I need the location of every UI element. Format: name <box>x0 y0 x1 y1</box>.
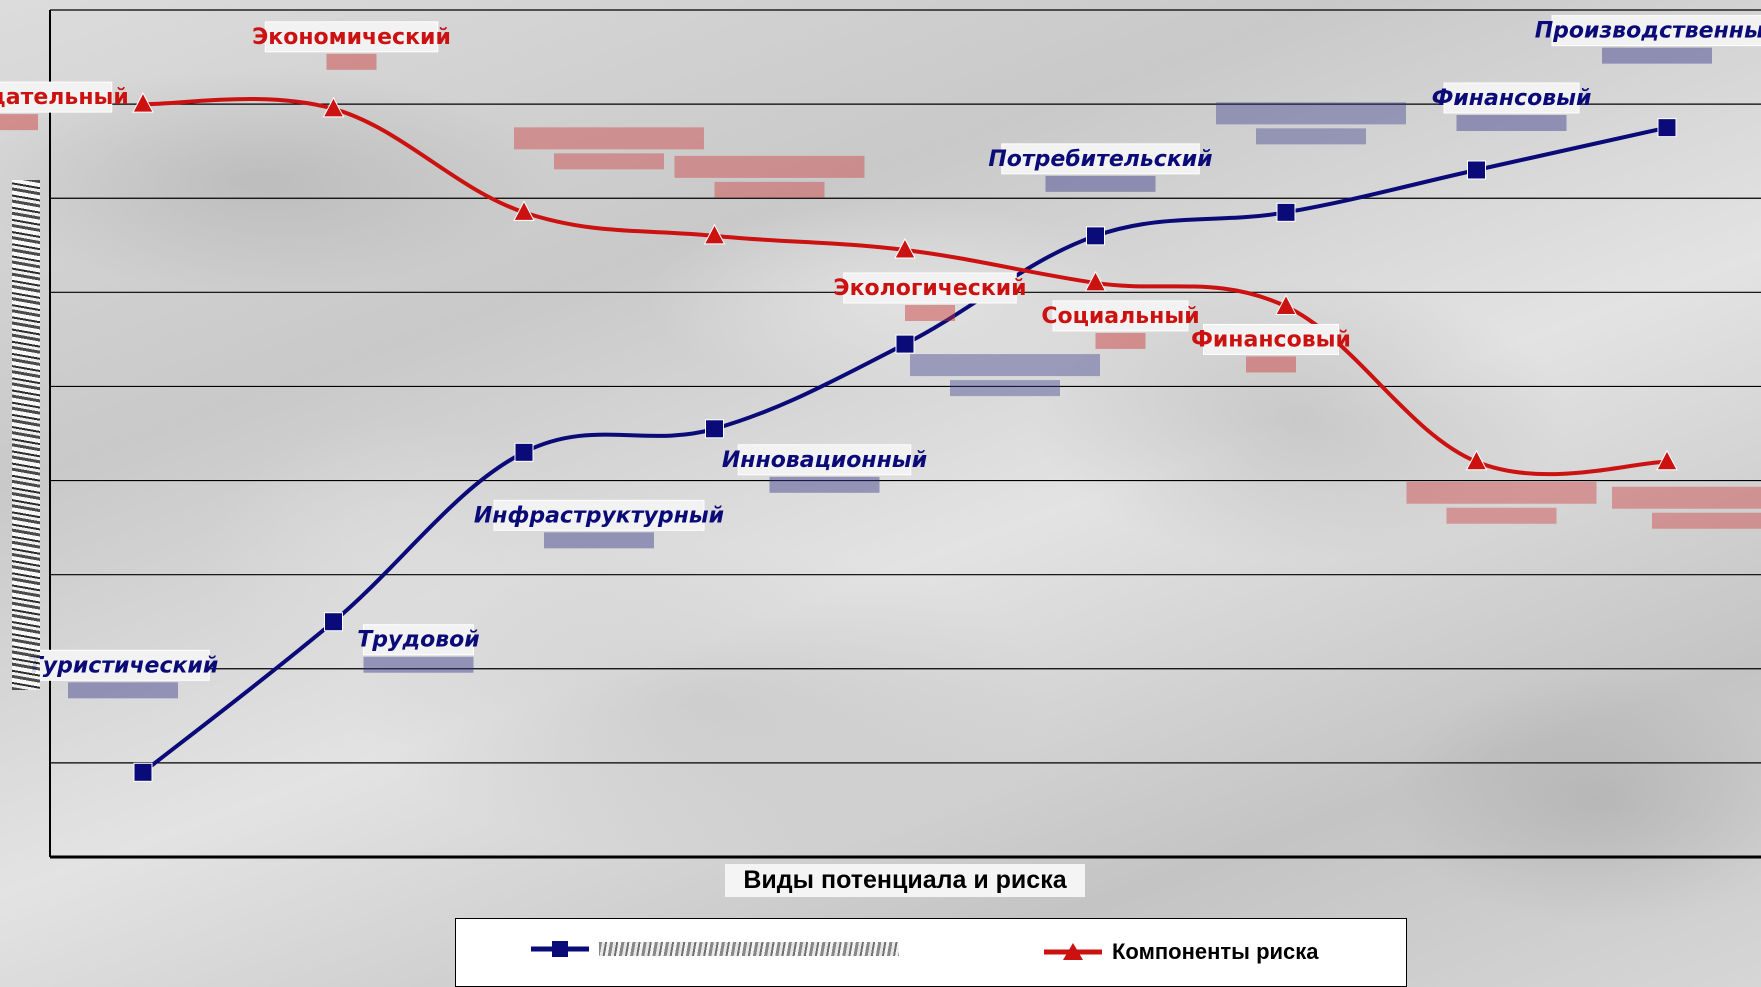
data-label-box <box>843 272 1017 304</box>
square-marker <box>1086 226 1105 246</box>
data-label-box <box>264 21 439 53</box>
data-label-value-obscured <box>714 181 825 198</box>
y-axis-title-obscured <box>12 180 40 690</box>
data-label: Экономический <box>252 25 451 50</box>
data-label-box <box>0 81 113 113</box>
data-label: Потребительский <box>988 147 1212 172</box>
triangle-marker <box>132 92 154 113</box>
square-marker <box>705 419 724 439</box>
data-label: Трудовой <box>357 628 479 653</box>
data-label-box <box>493 499 705 531</box>
data-label-box <box>737 444 912 476</box>
x-axis-title: Виды потенциала и риска <box>725 864 1085 897</box>
data-label-value-obscured <box>1095 332 1146 349</box>
legend-label-risk: Компоненты риска <box>1112 939 1319 964</box>
data-label-obscured <box>514 127 704 150</box>
data-label-obscured <box>1612 486 1761 509</box>
data-label: Туристический <box>28 653 219 678</box>
series-lines <box>141 97 1668 774</box>
data-label-value-obscured <box>1446 507 1557 524</box>
legend-triangle-marker-icon <box>1044 943 1102 960</box>
data-label-box <box>36 649 210 681</box>
square-marker <box>133 762 153 782</box>
legend-item-potential <box>531 939 899 959</box>
data-label-value-obscured <box>769 476 880 493</box>
data-label-box <box>363 624 474 656</box>
data-label-obscured <box>1406 481 1597 504</box>
square-marker <box>514 442 534 462</box>
square-marker <box>1276 202 1296 222</box>
data-label: Законодательный <box>0 85 129 110</box>
triangle-marker <box>1465 449 1488 471</box>
data-label-value-obscured <box>544 532 654 549</box>
legend-square-marker-icon <box>531 941 589 957</box>
legend-item-risk: Компоненты риска <box>1044 939 1319 965</box>
data-label: Финансовый <box>1191 327 1351 352</box>
triangle-marker <box>703 223 726 245</box>
square-marker <box>1657 118 1677 138</box>
square-marker <box>1467 160 1486 180</box>
triangle-marker <box>1275 294 1297 315</box>
triangle-marker <box>894 237 916 259</box>
data-label-value-obscured <box>1652 512 1761 529</box>
data-label-value-obscured <box>905 304 955 321</box>
data-label: Социальный <box>1041 304 1199 329</box>
data-label-value-obscured <box>1602 47 1712 64</box>
series-line-1 <box>141 125 1668 774</box>
axes <box>49 10 1761 859</box>
data-label-obscured <box>910 354 1100 377</box>
triangle-marker <box>322 96 345 118</box>
data-label: Инфраструктурный <box>474 503 724 528</box>
data-label-box <box>1001 143 1200 175</box>
triangle-marker <box>513 200 535 221</box>
data-label-value-obscured <box>1256 128 1366 145</box>
data-label-value-obscured <box>326 53 377 70</box>
data-label-box <box>1443 82 1580 114</box>
series-markers <box>132 92 1678 782</box>
data-label-value-obscured <box>950 380 1060 397</box>
series-line-2 <box>142 97 1668 477</box>
data-label-obscured <box>674 155 865 178</box>
triangle-marker <box>1084 270 1107 292</box>
legend-label-obscured <box>599 942 899 956</box>
data-label-value-obscured <box>554 153 664 170</box>
data-label-value-obscured <box>363 656 474 673</box>
data-label: Экологический <box>833 276 1026 301</box>
point-labels: Туристический Трудовой Инфраструктурный Инн… <box>0 15 1761 699</box>
data-label-obscured <box>1216 102 1406 125</box>
square-marker <box>895 334 915 354</box>
data-label-value-obscured <box>1246 356 1296 373</box>
data-label-box <box>1551 15 1761 47</box>
square-marker <box>324 612 343 632</box>
data-label: Производственный <box>1535 19 1761 44</box>
data-label-box <box>1052 300 1189 332</box>
data-label: Инновационный <box>722 448 927 473</box>
legend: Компоненты риска <box>455 918 1407 987</box>
data-label-value-obscured <box>1045 175 1156 192</box>
triangle-marker <box>1656 449 1678 471</box>
data-label-value-obscured <box>68 682 178 699</box>
data-label-value-obscured <box>1456 114 1567 131</box>
data-label: Финансовый <box>1432 86 1592 111</box>
data-label-box <box>1203 323 1339 355</box>
data-label-value-obscured <box>0 114 38 131</box>
